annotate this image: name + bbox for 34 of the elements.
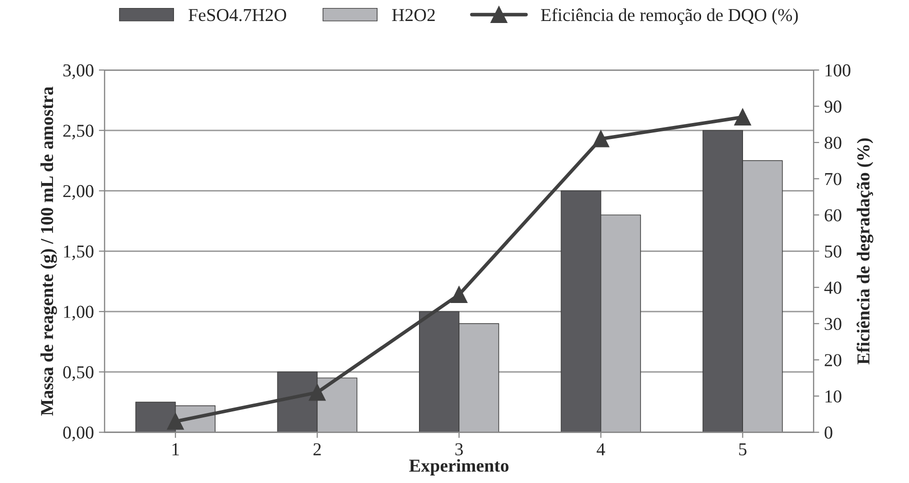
point — [450, 286, 468, 303]
y2-tick-label: 90 — [824, 100, 842, 113]
y-axis-title: Massa de reagente (g) / 100 mL de amostra — [40, 86, 57, 416]
y2-tick-label: 70 — [825, 172, 842, 186]
legend-label: Eficiência de remoção de DQO (%) — [540, 8, 798, 25]
x-tick-label: 5 — [739, 443, 746, 456]
y2-tick-label: 10 — [826, 390, 842, 402]
y2-tick-label: 40 — [824, 282, 842, 294]
y2-tick-label: 20 — [824, 354, 842, 366]
y-tick-label: 1,50 — [64, 245, 94, 260]
y-tick-label: 1,00 — [64, 306, 94, 321]
y2-tick-label: 50 — [825, 245, 842, 258]
point — [167, 413, 184, 430]
y-tick-label: 3,00 — [63, 64, 94, 80]
y2-tick-label: 60 — [824, 209, 842, 222]
y-tick-label: 0,00 — [63, 426, 94, 442]
y-tick-label: 0,50 — [63, 366, 94, 381]
x-tick-label: 2 — [314, 443, 321, 456]
legend-label: H2O2 — [392, 9, 435, 22]
y2-tick-label: 100 — [826, 64, 850, 76]
y2-tick-label: 0 — [824, 426, 832, 439]
legend-label: FeSO4.7H2O — [188, 9, 286, 22]
y-tick-label: 2,50 — [63, 124, 94, 140]
point — [734, 108, 751, 126]
x-tick-label: 4 — [596, 443, 606, 456]
y-tick-label: 2,00 — [63, 185, 94, 200]
x-axis-title: Experimento — [409, 459, 509, 476]
point — [592, 130, 610, 148]
y2-axis-title: Eficiência de degradação (%) — [856, 138, 874, 364]
point — [308, 384, 326, 401]
y2-tick-label: 30 — [824, 318, 842, 330]
x-tick-label: 1 — [172, 443, 179, 456]
x-tick-label: 3 — [455, 443, 463, 456]
y2-tick-label: 80 — [824, 136, 842, 149]
